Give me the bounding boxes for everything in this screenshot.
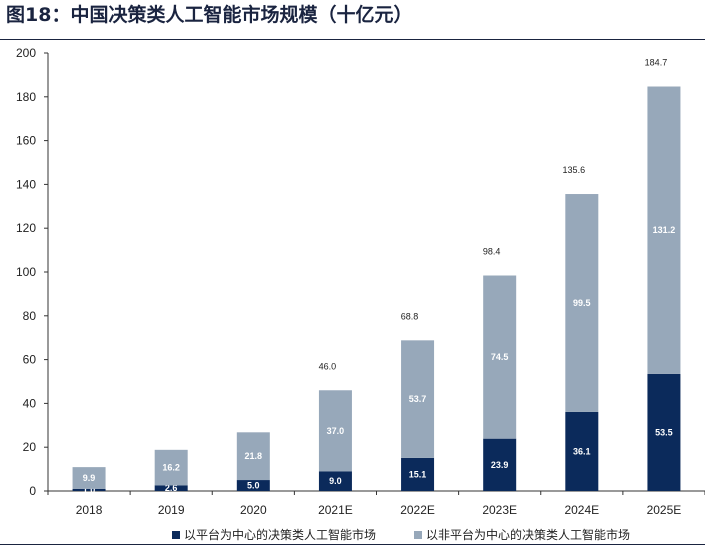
x-tick-label: 2021E	[318, 503, 353, 517]
bar-segment-platform	[236, 480, 270, 491]
bar-segment-non-platform	[236, 432, 270, 481]
x-tick-label: 2022E	[400, 503, 435, 517]
legend-swatch-platform	[172, 530, 180, 539]
y-tick-label: 200	[16, 46, 36, 60]
y-tick-label: 20	[23, 440, 37, 454]
bar-segment-non-platform	[401, 340, 435, 458]
y-tick-label: 180	[16, 90, 36, 104]
x-tick-label: 2019	[158, 503, 185, 517]
total-label: 184.7	[645, 58, 668, 68]
x-tick-label: 2025E	[647, 503, 682, 517]
data-label: 36.1	[573, 446, 591, 456]
bar-segment-platform	[318, 471, 352, 491]
bar-segment-platform	[72, 488, 106, 491]
data-label: 131.2	[653, 225, 676, 235]
data-label: 37.0	[327, 426, 345, 436]
data-label: 2.6	[165, 483, 178, 493]
total-label: 46.0	[319, 361, 337, 371]
y-tick-label: 40	[23, 396, 37, 410]
title-divider	[0, 39, 705, 40]
y-tick-label: 0	[29, 484, 36, 498]
bar-segment-non-platform	[565, 194, 599, 412]
bar-segment-non-platform	[318, 390, 352, 472]
bar-segment-non-platform	[72, 467, 106, 489]
legend-item-platform: 以平台为中心的决策类人工智能市场	[172, 526, 376, 543]
total-label: 135.6	[563, 165, 586, 175]
x-tick-label: 2018	[76, 503, 103, 517]
y-tick-label: 160	[16, 134, 36, 148]
data-label: 5.0	[247, 481, 260, 491]
legend-label-non-platform: 以非平台为中心的决策类人工智能市场	[426, 528, 631, 542]
data-label: 53.5	[655, 427, 673, 437]
chart-title: 图18：中国决策类人工智能市场规模（十亿元）	[6, 4, 413, 26]
legend-item-non-platform: 以非平台为中心的决策类人工智能市场	[414, 526, 630, 543]
data-label: 1.0	[83, 485, 96, 495]
x-tick-label: 2020	[240, 503, 267, 517]
y-tick-label: 140	[16, 177, 36, 191]
y-tick-label: 80	[23, 309, 37, 323]
data-label: 53.7	[409, 394, 427, 404]
bar-segment-platform	[401, 457, 435, 491]
bar-segment-non-platform	[483, 275, 517, 439]
data-label: 21.8	[245, 451, 263, 461]
x-tick-label: 2024E	[564, 503, 599, 517]
bar-segment-platform	[647, 373, 681, 491]
bar-segment-non-platform	[154, 449, 188, 486]
bar-segment-platform	[154, 485, 188, 491]
bar-segment-platform	[565, 411, 599, 491]
data-label: 16.2	[162, 463, 180, 473]
data-label: 74.5	[491, 352, 509, 362]
bar-segment-platform	[483, 438, 517, 491]
bottom-divider	[0, 544, 705, 545]
data-label: 9.0	[329, 476, 342, 486]
bar-segment-non-platform	[647, 86, 681, 374]
total-label: 68.8	[401, 311, 419, 321]
x-tick-label: 2023E	[482, 503, 517, 517]
total-label: 98.4	[483, 247, 501, 257]
y-tick-label: 120	[16, 221, 36, 235]
legend-label-platform: 以平台为中心的决策类人工智能市场	[184, 528, 377, 542]
data-label: 23.9	[491, 460, 509, 470]
data-label: 99.5	[573, 298, 591, 308]
data-label: 9.9	[83, 473, 96, 483]
y-tick-label: 60	[23, 353, 37, 367]
legend-swatch-non-platform	[414, 530, 422, 539]
data-label: 15.1	[409, 469, 427, 479]
y-tick-label: 100	[16, 265, 36, 279]
